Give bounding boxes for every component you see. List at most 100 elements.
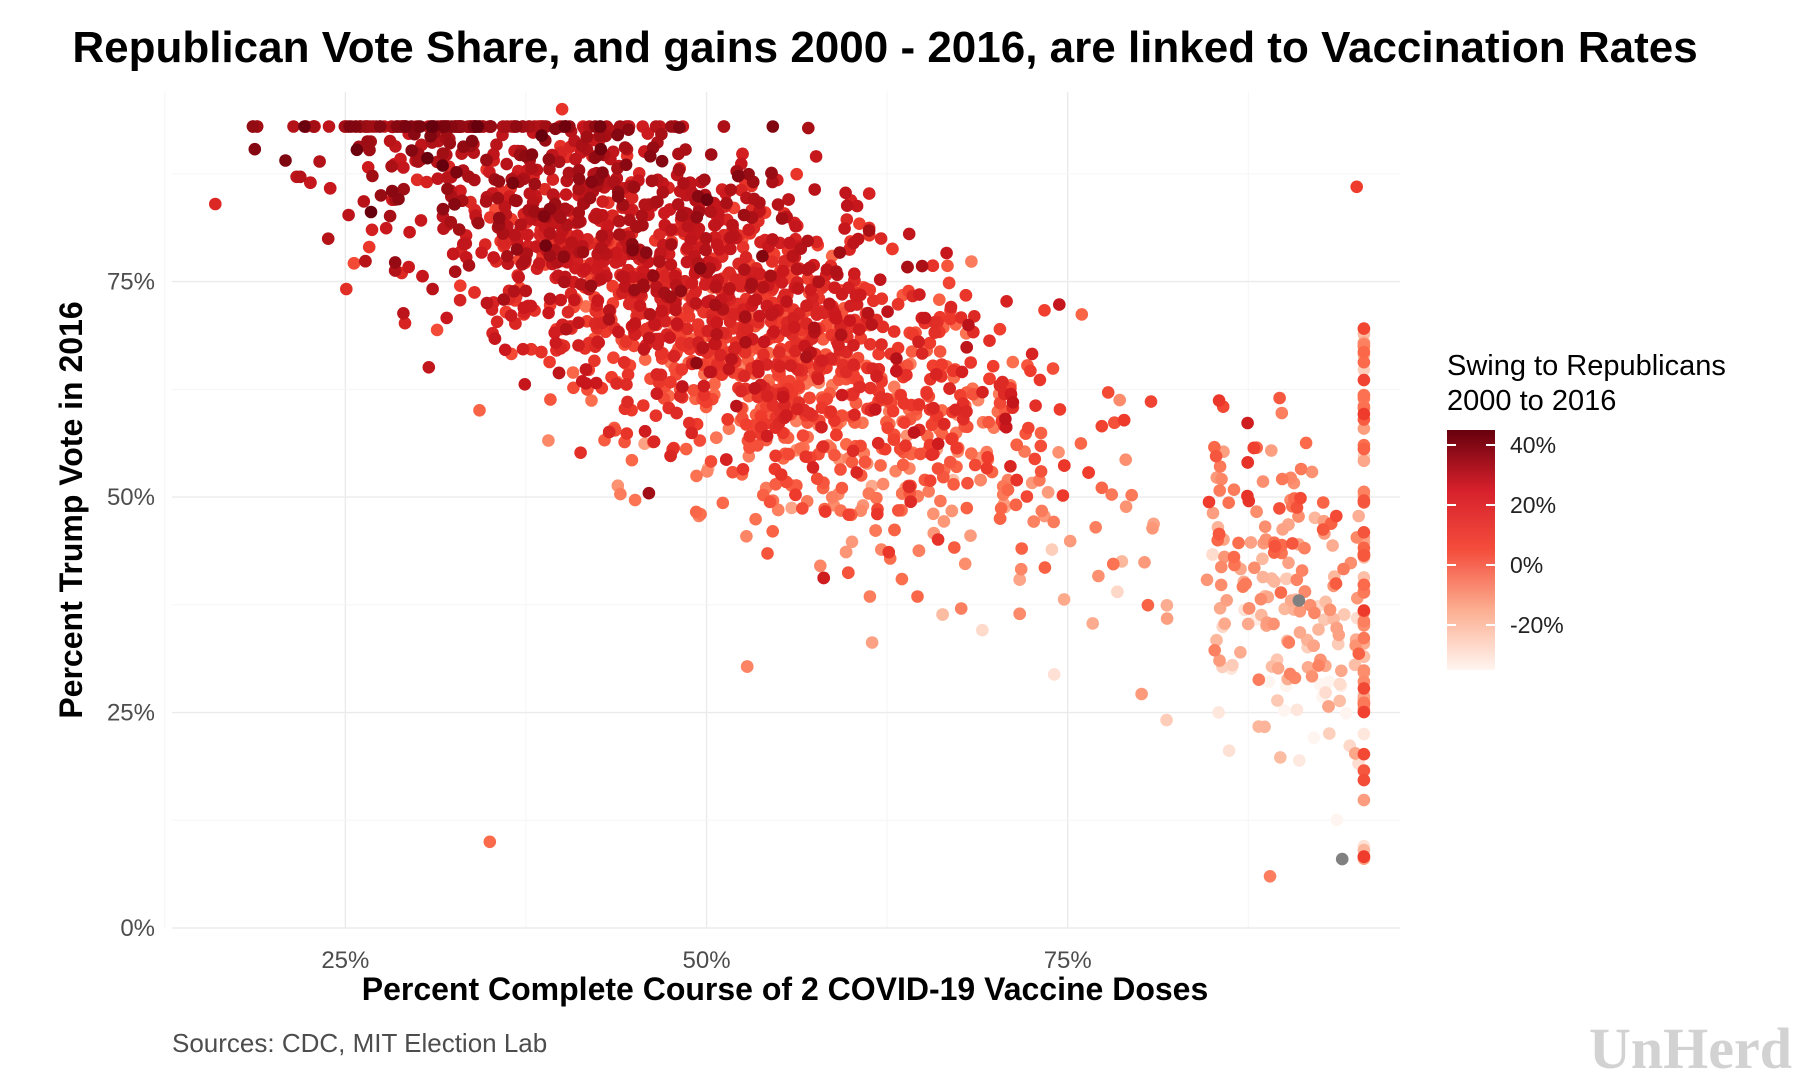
legend-tick-label: -20% [1510,612,1564,638]
scatter-point [834,463,847,476]
scatter-point [1286,537,1299,550]
scatter-point [501,249,514,263]
scatter-point [1293,605,1307,618]
scatter-point [248,142,262,156]
scatter-point [552,366,566,380]
scatter-point [704,455,718,468]
scatter-point [454,184,467,198]
scatter-point [708,377,721,391]
scatter-point [1022,421,1035,435]
scatter-point [823,297,836,311]
scatter-point [543,249,557,263]
scatter-point [690,469,703,483]
scatter-point [313,155,326,168]
scatter-point [783,236,796,250]
scatter-point [446,247,460,261]
scatter-point [694,262,707,275]
scatter-point [383,134,397,148]
scatter-point [542,434,555,447]
scatter-point [807,321,821,335]
scatter-point [1275,472,1289,486]
scatter-point [350,143,364,157]
scatter-point [722,362,736,376]
scatter-point [690,211,704,224]
scatter-point [525,148,539,161]
scatter-point [675,363,689,376]
scatter-point [964,529,977,542]
scatter-point [654,347,668,361]
scatter-point [771,503,785,517]
scatter-point [1357,526,1371,539]
scatter-point [1294,491,1307,505]
scatter-point [993,322,1007,336]
scatter-point [918,311,932,325]
scatter-point [999,412,1012,426]
scatter-point [653,228,666,241]
scatter-point [374,189,388,202]
scatter-point [510,243,524,256]
scatter-point [832,338,845,351]
scatter-point [757,335,771,349]
legend-tick-label: 20% [1510,492,1556,518]
scatter-point [935,427,949,441]
scatter-point [825,491,839,504]
scatter-point [1015,542,1028,555]
scatter-point [635,209,649,222]
scatter-point [945,504,959,518]
scatter-point [561,305,575,319]
scatter-point [508,194,522,207]
scatter-point [937,417,951,431]
scatter-point [803,391,816,405]
scatter-point [1357,485,1371,499]
scatter-point [799,450,812,464]
scatter-point [450,166,463,179]
scatter-point [1047,515,1060,529]
scatter-point [966,388,980,401]
scatter-point [397,307,410,320]
scatter-point [655,154,669,168]
scatter-point [637,343,651,356]
scatter-point [760,429,774,443]
scatter-point [819,505,832,518]
scatter-point [421,151,434,165]
scatter-point [674,389,687,403]
scatter-point [543,355,556,369]
scatter-point [1025,347,1039,361]
scatter-point [887,433,901,446]
scatter-point [645,174,659,188]
scatter-point [1001,483,1015,497]
scatter-point [710,238,724,251]
scatter-point [1086,617,1099,630]
scatter-point [364,205,378,219]
scatter-point [743,430,757,443]
scatter-point [1357,549,1371,562]
scatter-point [684,233,697,247]
scatter-point [663,331,677,344]
legend-color-bar [1447,430,1495,670]
legend-title-line1: Swing to Republicans [1447,350,1726,382]
scatter-point [578,263,592,276]
scatter-point [1212,706,1225,719]
scatter-point [764,308,778,322]
scatter-point [468,286,481,299]
scatter-point [365,223,379,237]
scatter-point [1215,560,1228,574]
scatter-point [907,426,921,439]
scatter-point [983,334,996,348]
scatter-point [619,158,633,172]
scatter-point [851,232,865,246]
scatter-point [894,388,907,402]
scatter-point [1290,703,1304,717]
scatter-point [1004,460,1017,473]
scatter-point [1293,626,1307,639]
scatter-point [549,122,562,136]
scatter-point [420,175,434,189]
scatter-point [1280,572,1293,586]
scatter-point [1294,462,1308,476]
scatter-point [1160,612,1174,625]
scatter-point [1041,486,1055,499]
scatter-point [796,502,809,515]
scatter-point [801,234,814,248]
scatter-point [294,170,307,184]
scatter-point [1213,484,1226,497]
